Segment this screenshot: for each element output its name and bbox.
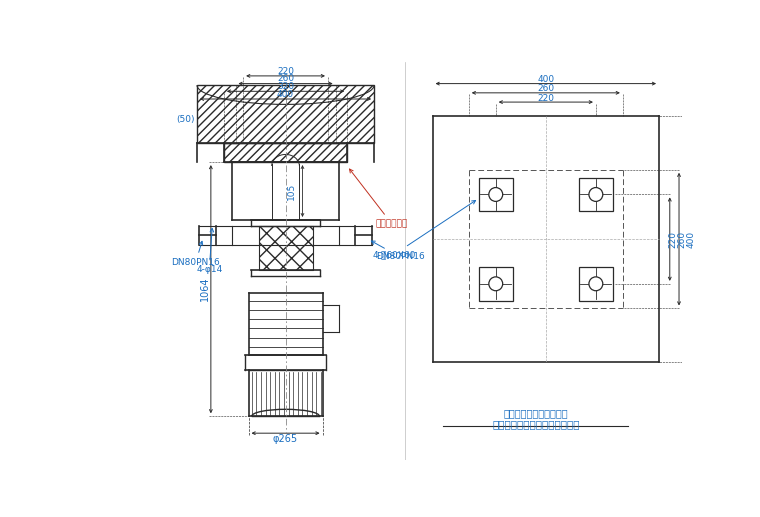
- Text: 双点划线表示泵底座位置: 双点划线表示泵底座位置: [503, 408, 568, 418]
- Circle shape: [589, 277, 603, 291]
- Text: φ265: φ265: [273, 434, 298, 444]
- Text: 220: 220: [668, 231, 677, 248]
- Text: 混凝土基础，: 混凝土基础，: [350, 169, 408, 228]
- Text: 320: 320: [277, 82, 294, 91]
- Text: 260: 260: [537, 84, 554, 94]
- Text: 泵座孔位及混凝土基座地脚孔位: 泵座孔位及混凝土基座地脚孔位: [492, 419, 580, 429]
- Text: 400: 400: [537, 75, 554, 84]
- Text: 4-叠60X60: 4-叠60X60: [372, 201, 476, 259]
- Text: 105: 105: [287, 183, 296, 200]
- Bar: [479, 267, 513, 301]
- Text: DN80PN16: DN80PN16: [171, 241, 220, 267]
- Text: 1064: 1064: [200, 277, 210, 301]
- Bar: [479, 177, 513, 211]
- Text: 4-φ14: 4-φ14: [196, 229, 223, 275]
- Circle shape: [489, 277, 502, 291]
- Text: 400: 400: [277, 90, 294, 99]
- Bar: [579, 267, 613, 301]
- Text: 400: 400: [687, 231, 696, 248]
- Text: 220: 220: [277, 67, 294, 76]
- Text: 260: 260: [678, 231, 686, 248]
- Bar: [258, 226, 312, 270]
- Text: (50): (50): [176, 115, 195, 124]
- Bar: [224, 143, 347, 162]
- Bar: [197, 85, 374, 143]
- Circle shape: [489, 188, 502, 202]
- Text: 220: 220: [537, 94, 554, 103]
- Circle shape: [589, 188, 603, 202]
- Text: 260: 260: [277, 74, 294, 83]
- Text: DN80PN16: DN80PN16: [372, 241, 424, 262]
- Bar: [579, 177, 613, 211]
